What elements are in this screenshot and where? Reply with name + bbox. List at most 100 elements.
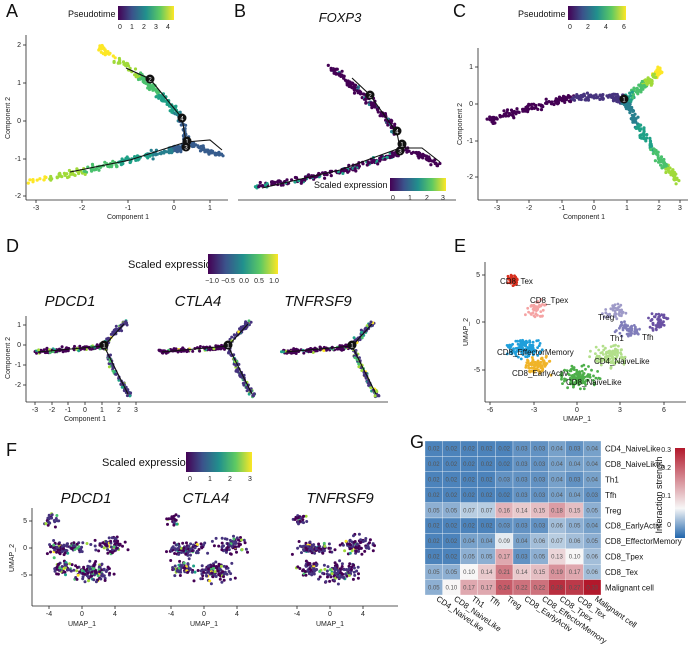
umap-point — [196, 551, 200, 555]
umap-point — [312, 562, 316, 566]
heatmap-cell-value: 0.03 — [534, 524, 546, 530]
umap-point — [633, 327, 637, 331]
umap-point — [619, 353, 623, 356]
panel-b-colorbar — [390, 178, 446, 191]
umap-point — [295, 516, 299, 520]
cluster-label-tfh: Tfh — [642, 333, 654, 342]
umap-point — [235, 536, 239, 540]
xtick: 2 — [657, 205, 661, 212]
umap-point — [536, 346, 539, 349]
pseudotime-point — [568, 100, 573, 104]
pseudotime-point — [50, 177, 54, 181]
umap-point — [296, 521, 300, 524]
heatmap-cell-value: 0.02 — [446, 447, 458, 453]
heatmap-cell-value: 0.05 — [481, 555, 493, 561]
umap-point — [613, 303, 617, 307]
umap-point — [307, 572, 311, 576]
panel-label-f: F — [6, 440, 17, 460]
pseudotime-point — [77, 171, 81, 176]
umap-point — [109, 539, 113, 543]
umap-point — [617, 344, 620, 348]
expression-point — [357, 164, 361, 168]
branch-point-label: 1 — [622, 97, 626, 103]
expression-point — [360, 96, 364, 100]
umap-point — [366, 545, 370, 549]
umap-point — [312, 572, 316, 576]
panel-f-colorbar-ticks: 0 1 2 3 — [188, 476, 252, 483]
umap-point — [602, 353, 605, 356]
cbar-tick: 6 — [622, 24, 626, 31]
expression-point — [357, 362, 361, 366]
umap-point — [217, 544, 221, 548]
pseudotime-point — [630, 90, 634, 94]
umap-point — [328, 550, 332, 554]
umap-point — [347, 564, 351, 568]
pseudotime-point — [575, 93, 579, 97]
umap-point — [543, 365, 547, 368]
umap-point — [584, 367, 587, 371]
cluster-label-cd8-tex: CD8_Tex — [500, 277, 533, 286]
umap-point — [45, 552, 49, 556]
umap-point — [609, 366, 613, 370]
umap-point — [52, 539, 56, 542]
umap-point — [352, 570, 356, 574]
umap-point — [654, 313, 658, 316]
umap-point — [225, 537, 229, 541]
umap-point — [521, 338, 524, 342]
umap-point — [544, 303, 548, 307]
panel-a-colorbar-ticks: 0 1 2 3 4 — [118, 24, 170, 31]
xtick: 0 — [80, 611, 84, 618]
umap-point — [606, 313, 610, 316]
branch-point-label: 3 — [184, 145, 188, 151]
umap-point — [232, 534, 235, 538]
heatmap-cell-value: 0.14 — [481, 570, 493, 576]
umap-point — [231, 539, 235, 543]
umap-point — [516, 342, 520, 346]
umap-point — [199, 569, 203, 573]
umap-point — [343, 549, 347, 553]
umap-point — [202, 570, 206, 574]
panel-c: C Pseudotime 0 2 4 6 -3 -2 -1 0 1 2 3 -2… — [453, 1, 688, 221]
ytick: 1 — [17, 80, 21, 87]
expression-point — [360, 336, 364, 340]
pseudotime-point — [637, 83, 641, 87]
heatmap-cell-value: 0.17 — [463, 585, 475, 591]
umap-point — [352, 534, 355, 538]
pseudotime-point — [641, 136, 645, 140]
expression-point — [208, 348, 212, 352]
heatmap-cell-value: 0.21 — [498, 570, 510, 576]
umap-point — [81, 572, 85, 576]
cluster-label-cd4-naivelike: CD4_NaiveLike — [594, 357, 650, 366]
umap-point — [347, 567, 351, 571]
umap-point — [86, 575, 90, 579]
expression-point — [353, 167, 357, 171]
heatmap-cell-value: 0.05 — [446, 570, 458, 576]
expression-point — [174, 347, 178, 351]
pseudotime-point — [544, 97, 548, 101]
umap-point — [348, 547, 352, 551]
umap-point — [246, 550, 249, 554]
umap-point — [206, 551, 210, 555]
umap-point — [189, 542, 193, 546]
pseudotime-point — [112, 59, 116, 64]
heatmap-cell-value: 0.13 — [551, 555, 563, 561]
heatmap-cell-value: 0.03 — [569, 447, 581, 453]
umap-point — [589, 349, 592, 353]
panel-e-umap-points — [505, 273, 670, 391]
umap-point — [536, 363, 540, 366]
pseudotime-point — [171, 108, 175, 112]
heatmap-cell-value: 0.02 — [446, 539, 458, 545]
umap-point — [63, 570, 67, 574]
xtick: 1 — [625, 205, 629, 212]
umap-point — [57, 542, 61, 546]
expression-point — [370, 103, 374, 107]
panel-d-yticks: -2 -1 0 1 — [15, 322, 21, 389]
umap-point — [173, 518, 177, 522]
heatmap-cell-value: 0.15 — [569, 508, 581, 514]
umap-point — [623, 320, 626, 324]
umap-point — [60, 550, 64, 554]
umap-point — [527, 310, 530, 314]
expression-point — [376, 162, 380, 166]
branch-point-label: 1 — [185, 139, 189, 145]
expression-point — [124, 320, 128, 324]
